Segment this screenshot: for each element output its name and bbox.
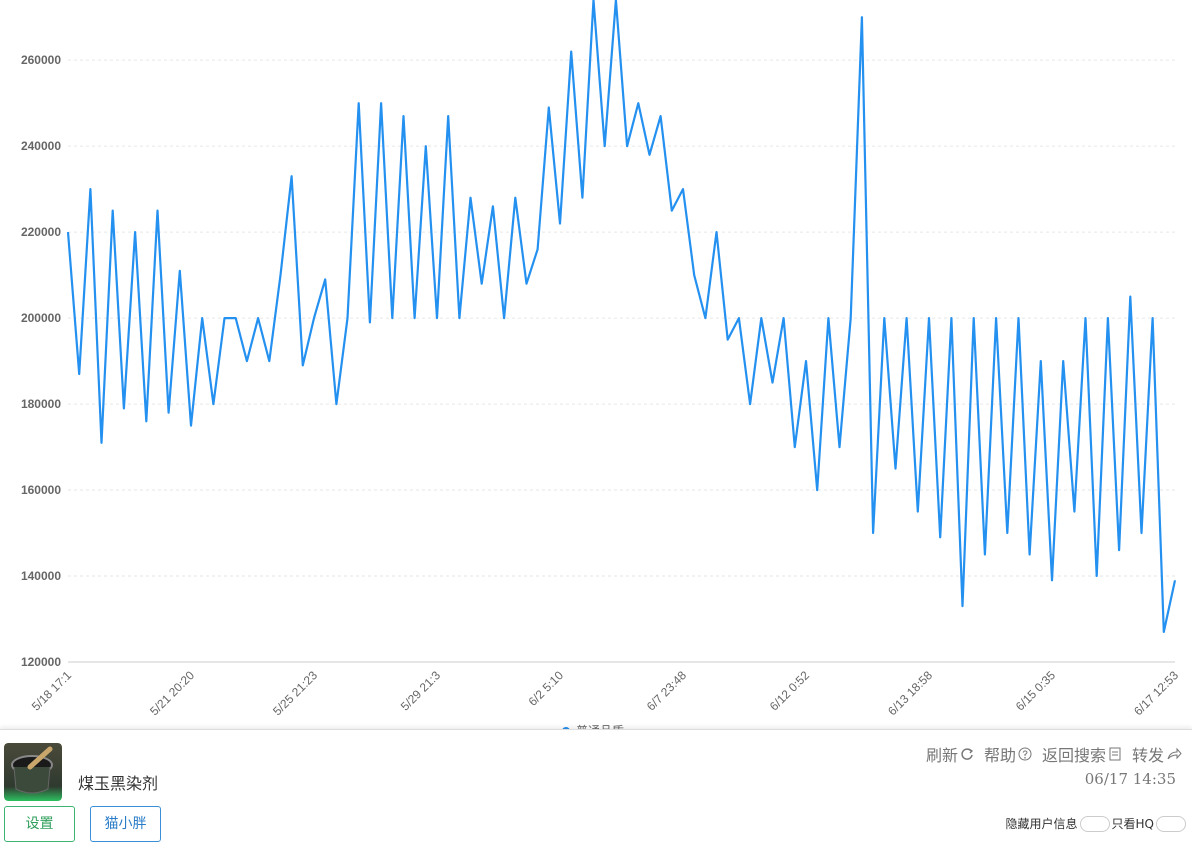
x-tick-label: 6/2 5:10 [526, 668, 567, 709]
link-bar: 刷新 帮助 返回搜索 转发 [926, 742, 1182, 766]
toggle-label: 只看HQ [1111, 817, 1154, 831]
y-tick-label: 240000 [21, 139, 61, 153]
item-name: 煤玉黑染剂 [78, 774, 159, 793]
share-link[interactable]: 转发 [1132, 742, 1182, 766]
toggle-switch[interactable] [1079, 815, 1110, 832]
help-icon [1018, 747, 1032, 761]
x-tick-label: 6/7 23:48 [644, 668, 690, 714]
back-link[interactable]: 返回搜索 [1042, 742, 1122, 766]
link-text: 帮助 [983, 746, 1016, 765]
y-tick-label: 160000 [21, 483, 61, 497]
x-tick-label: 6/17 12:53 [1131, 668, 1181, 718]
chart: 120000 140000 160000 180000 200000 220000 2400… [21, 0, 1181, 738]
x-tick-label: 6/12 0:52 [767, 668, 813, 714]
refresh-link[interactable]: 刷新 [926, 742, 974, 766]
link-text: 转发 [1131, 746, 1164, 765]
x-tick-label: 6/13 18:58 [885, 668, 935, 718]
x-tick-label: 5/29 21:3 [398, 668, 444, 714]
refresh-icon [961, 748, 973, 760]
y-tick-label: 140000 [21, 569, 61, 583]
link-text: 刷新 [925, 746, 958, 765]
x-tick-label: 5/25 21:23 [270, 668, 320, 718]
back-icon [1109, 747, 1121, 761]
toggle-bar: 隐藏用户信息 只看HQ [1006, 815, 1189, 832]
server-button[interactable]: 猫小胖 [90, 806, 161, 842]
link-text: 返回搜索 [1041, 746, 1106, 765]
timestamp: 06/17 14:35 [1084, 770, 1176, 788]
y-tick-label: 220000 [21, 225, 61, 239]
toggle-switch[interactable] [1156, 815, 1186, 832]
x-tick-label: 5/21 20:20 [147, 668, 197, 718]
toggle-label: 隐藏用户信息 [1005, 817, 1078, 831]
x-tick-label: 5/18 17:1 [29, 668, 75, 714]
y-tick-label: 180000 [21, 397, 61, 411]
footer: 煤玉黑染剂 设置 猫小胖 刷新 帮助 返回搜索 转发 06/17 14:35 隐… [0, 729, 1192, 848]
share-icon [1167, 747, 1182, 760]
help-link[interactable]: 帮助 [984, 742, 1032, 766]
price-line [66, 0, 1177, 633]
y-tick-label: 120000 [21, 655, 61, 669]
x-tick-label: 6/15 0:35 [1013, 668, 1059, 714]
y-tick-label: 200000 [21, 311, 61, 325]
item-icon [4, 743, 62, 801]
y-tick-label: 260000 [21, 53, 61, 67]
settings-button[interactable]: 设置 [4, 806, 75, 842]
